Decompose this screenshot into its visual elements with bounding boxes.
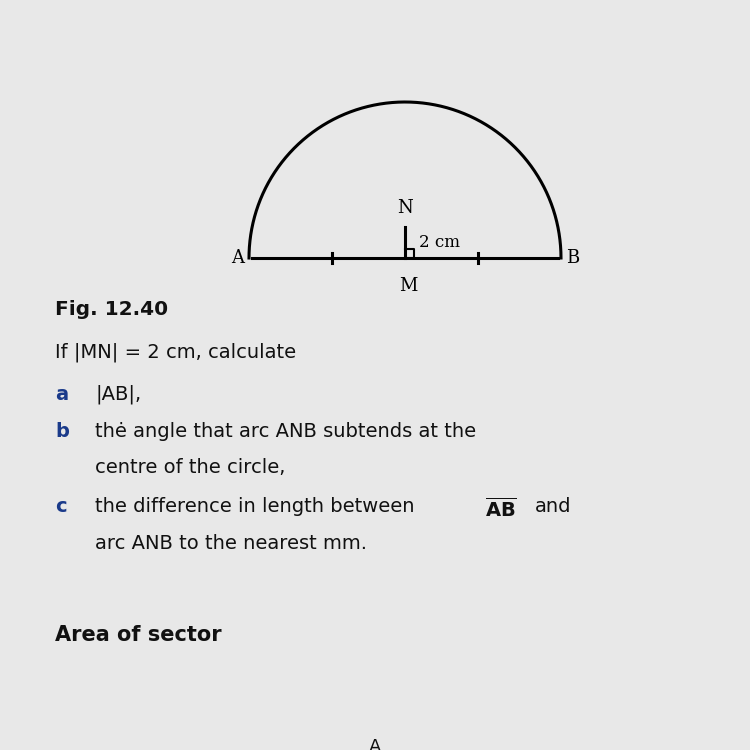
Text: thė angle that arc ANB subtends at the: thė angle that arc ANB subtends at the [95, 422, 476, 441]
Text: N: N [398, 200, 412, 217]
Text: Area of sector: Area of sector [55, 625, 222, 645]
Text: 2 cm: 2 cm [419, 234, 460, 251]
Text: centre of the circle,: centre of the circle, [95, 458, 285, 477]
Text: $\overline{\mathbf{AB}}$: $\overline{\mathbf{AB}}$ [485, 497, 517, 520]
Text: a: a [55, 385, 68, 404]
Text: Fig. 12.40: Fig. 12.40 [55, 300, 168, 319]
Text: |AB|,: |AB|, [95, 385, 141, 404]
Text: A: A [369, 738, 381, 750]
Text: B: B [566, 249, 579, 267]
Text: the difference in length between: the difference in length between [95, 497, 421, 516]
Text: c: c [55, 497, 67, 516]
Text: and: and [535, 497, 572, 516]
Text: If |MN| = 2 cm, calculate: If |MN| = 2 cm, calculate [55, 342, 296, 362]
Text: b: b [55, 422, 69, 441]
Text: M: M [399, 277, 417, 295]
Text: arc ANB to the nearest mm.: arc ANB to the nearest mm. [95, 534, 367, 553]
Text: A: A [231, 249, 244, 267]
